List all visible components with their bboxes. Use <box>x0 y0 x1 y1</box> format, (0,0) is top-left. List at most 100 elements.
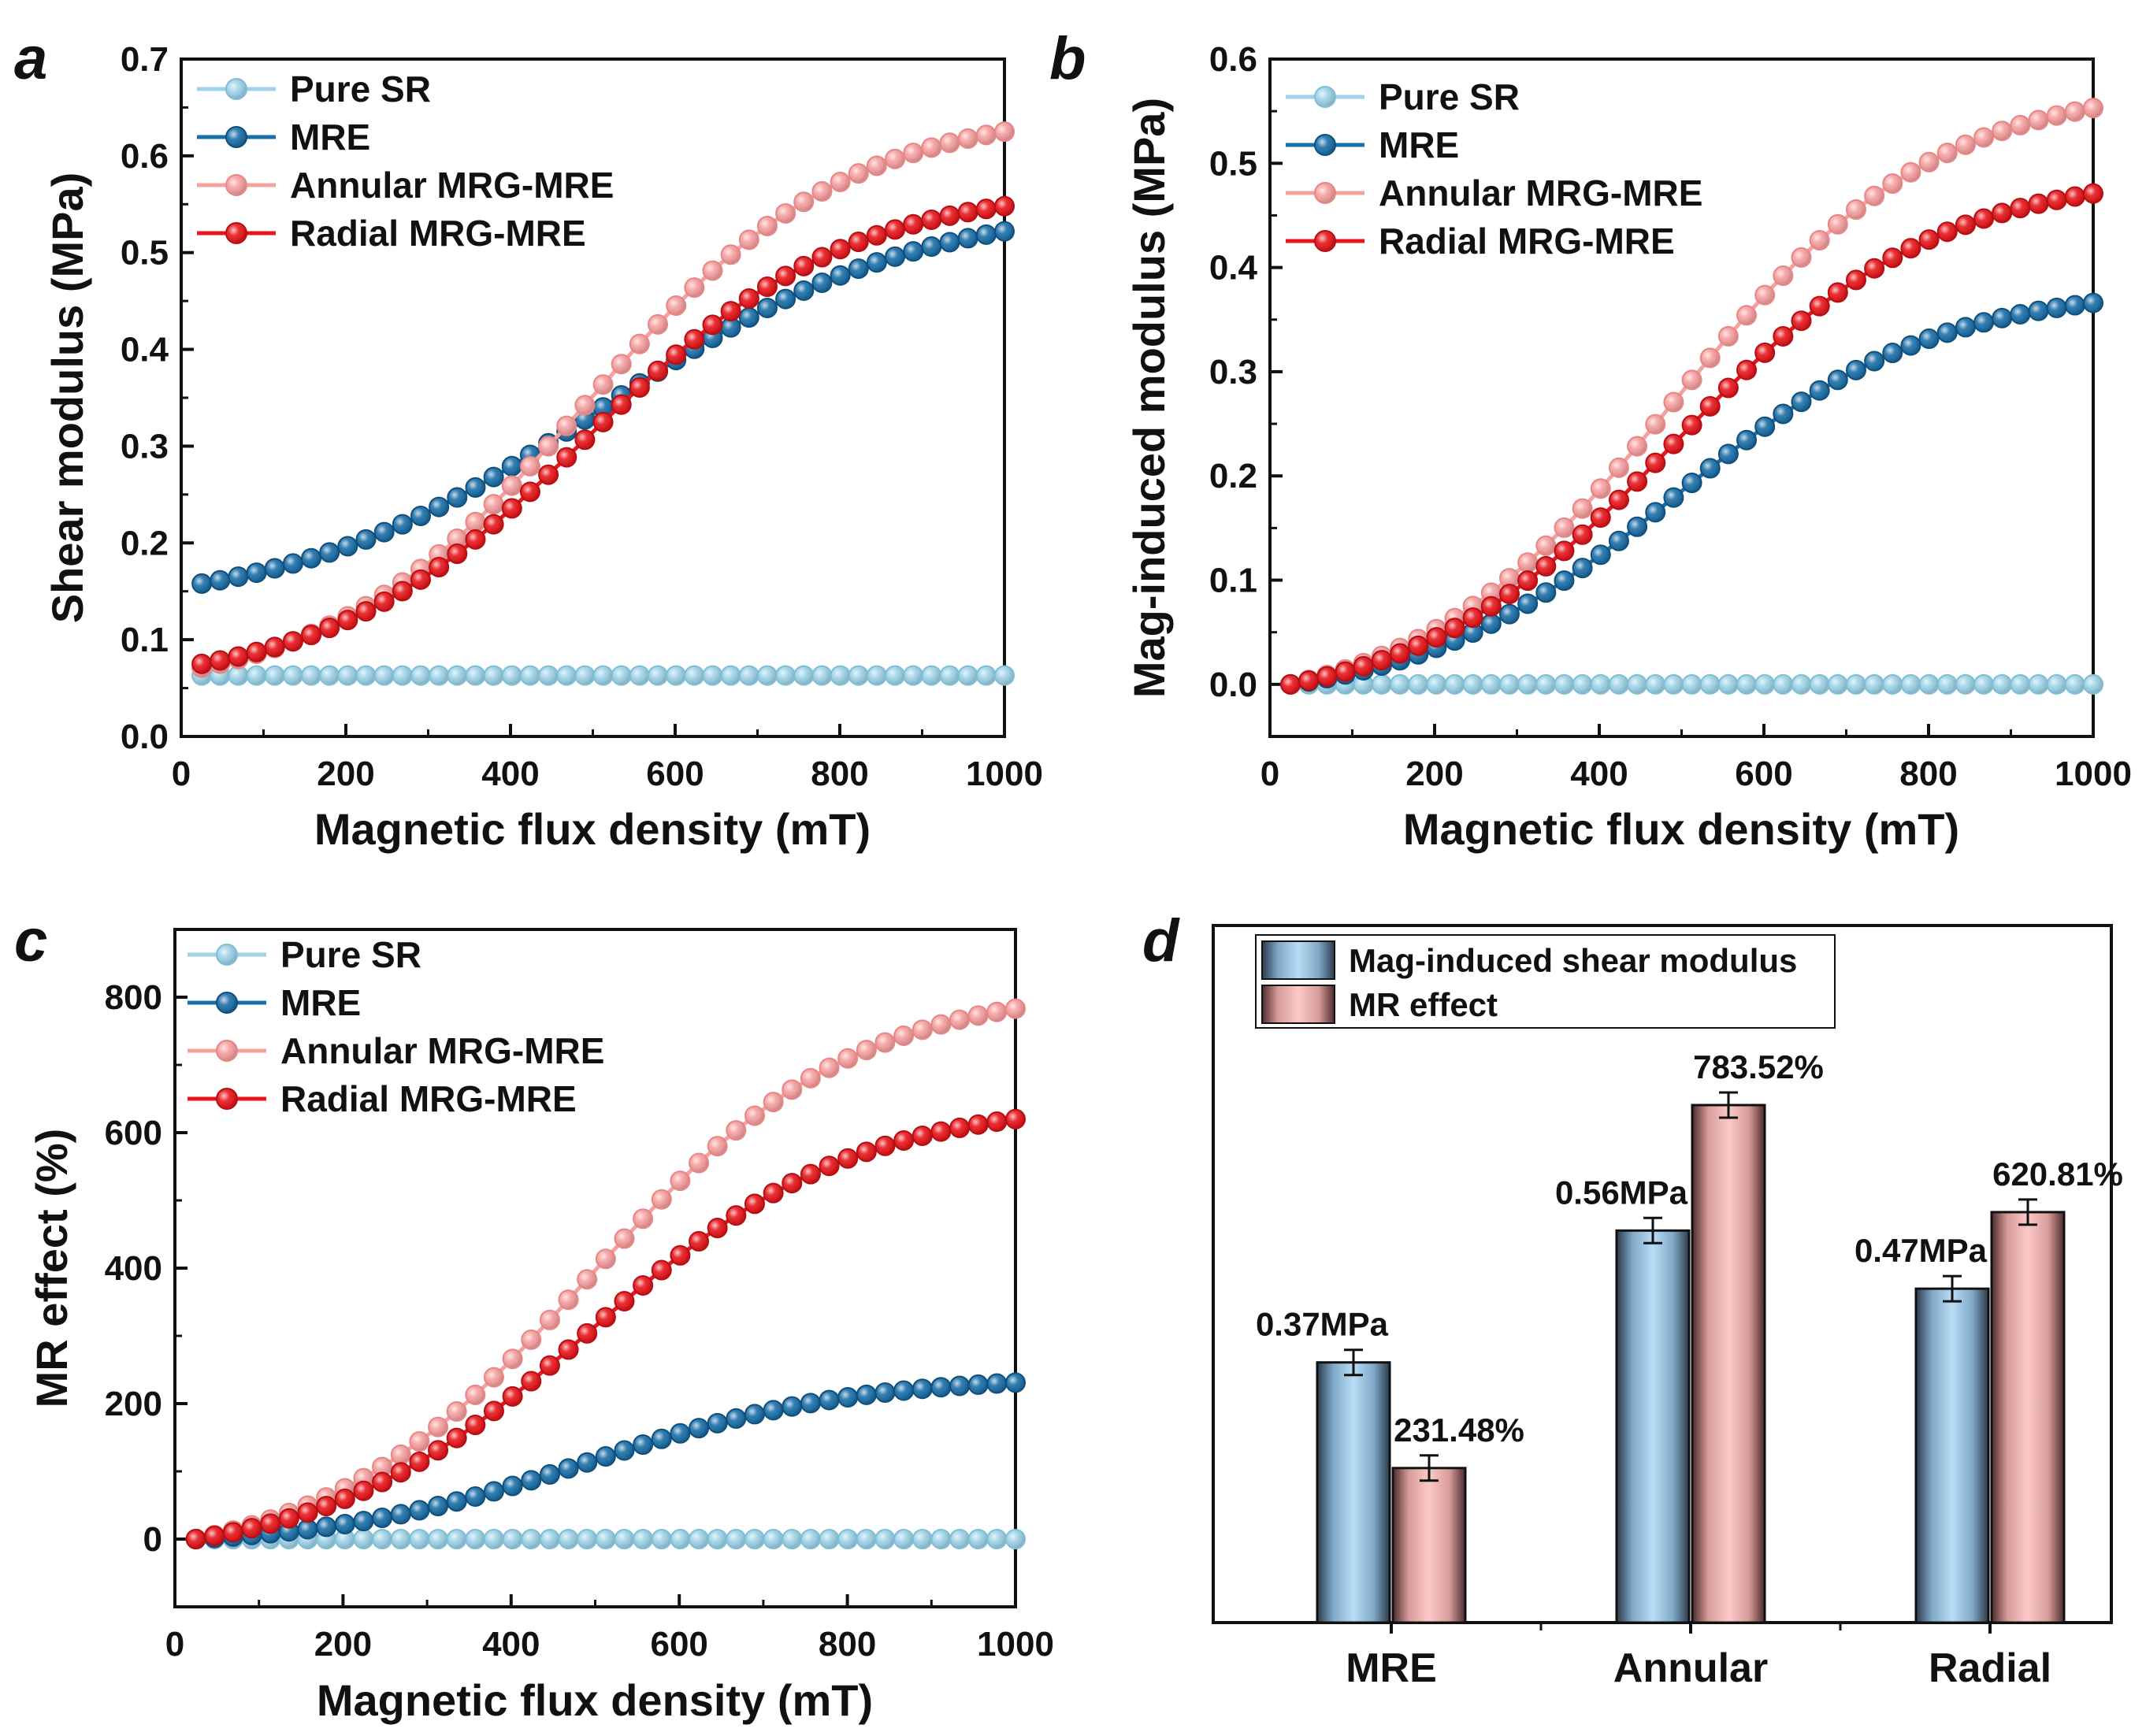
panel-a-xtick-label: 600 <box>646 755 704 793</box>
panel-b-legend-label: Pure SR <box>1379 76 1520 117</box>
panel-c-point-shine <box>243 1519 261 1538</box>
panel-a-point-shine <box>303 626 321 644</box>
panel-b-point-shine <box>2048 191 2066 209</box>
panel-a-point-shine <box>503 666 521 684</box>
panel-a-point-shine <box>867 666 886 684</box>
panel-a-point-shine <box>448 488 466 506</box>
panel-c-point-shine <box>857 1385 875 1404</box>
panel-c-point-shine <box>839 1149 857 1167</box>
panel-d-chart: MRE Annular Radial 0.37MPa 0.56MPa 0.47MPa 23… <box>1212 924 2123 1691</box>
panel-b-point-shine <box>1591 675 1610 693</box>
panel-b-point-shine <box>1719 379 1737 397</box>
panel-c-point-shine <box>932 1015 950 1033</box>
panel-b-point-shine <box>1519 554 1537 572</box>
panel-c-point-shine <box>447 1493 466 1511</box>
panel-c-point-shine <box>540 1465 559 1483</box>
panel-b-point-shine <box>1847 675 1865 693</box>
panel-c-point-shine <box>373 1473 392 1491</box>
panel-a-point-shine <box>685 666 704 684</box>
panel-b-point-shine <box>2011 305 2029 323</box>
panel-a-point-shine <box>540 666 558 684</box>
panel-b-point-shine <box>1975 313 1993 332</box>
panel-a-point-shine <box>977 666 995 684</box>
panel-a-point-shine <box>630 335 648 353</box>
panel-c-point-shine <box>727 1122 745 1140</box>
panel-a-legend-marker-shine <box>227 80 246 98</box>
panel-b-point-shine <box>1372 675 1390 693</box>
panel-a-point-shine <box>740 231 758 249</box>
panel-b-point-shine <box>1829 284 1847 302</box>
panel-b-legend-marker-shine <box>1316 87 1335 106</box>
panel-b-xtick-label: 800 <box>1899 755 1957 793</box>
panel-a-point-shine <box>795 281 813 299</box>
panel-a-point-shine <box>303 666 321 684</box>
panel-a-point-shine <box>466 513 485 531</box>
panel-b-legend-label: Annular MRG-MRE <box>1379 172 1702 213</box>
panel-b-point-shine <box>2048 675 2066 693</box>
panel-b-point-shine <box>1555 542 1573 560</box>
panel-c-point-shine <box>745 1405 763 1423</box>
panel-a-point-shine <box>777 267 795 285</box>
panel-b-point-shine <box>1537 536 1555 555</box>
panel-c-point-shine <box>671 1424 689 1442</box>
panel-b-point-shine <box>1738 306 1756 325</box>
panel-letter-b: b <box>1049 25 1086 92</box>
panel-b-xtick-label: 0 <box>1260 755 1279 793</box>
panel-a-point-shine <box>977 200 995 218</box>
panel-c-legend-marker-shine <box>217 1041 236 1060</box>
panel-a-point-shine <box>393 666 411 684</box>
panel-b-point-shine <box>1920 153 1938 171</box>
panel-c-legend-marker-shine <box>217 945 236 964</box>
panel-a-point-shine <box>284 666 302 684</box>
panel-c-point-shine <box>466 1530 485 1548</box>
panel-a-point-shine <box>576 410 594 428</box>
panel-a-point-shine <box>612 395 630 414</box>
panel-b-chart: 0 200 400 600 800 1000 0.0 0.1 0.2 0.3 0.4 0.5 0.6 P… <box>1124 40 2132 854</box>
panel-b-point-shine <box>1701 675 1719 693</box>
panel-a-point-shine <box>229 568 247 586</box>
panel-d-value-label: 783.52% <box>1693 1048 1824 1085</box>
panel-b-point-shine <box>1756 286 1774 304</box>
panel-c-point-shine <box>820 1391 838 1409</box>
panel-b-point-shine <box>1902 336 1920 354</box>
panel-b-point-shine <box>2029 302 2048 320</box>
panel-c-point-shine <box>410 1530 429 1548</box>
panel-a-point-shine <box>959 229 977 247</box>
panel-b-legend-label: MRE <box>1379 124 1459 165</box>
panel-b-point-shine <box>1683 675 1701 693</box>
panel-c-point-shine <box>764 1184 782 1202</box>
panel-a-point-shine <box>758 278 776 296</box>
panel-b-point-shine <box>1428 629 1446 647</box>
panel-c-point-shine <box>932 1378 950 1397</box>
panel-b-point-shine <box>1628 517 1647 536</box>
panel-a-point-shine <box>229 666 247 684</box>
panel-a-point-shine <box>904 144 923 162</box>
panel-a-line-radial-mrg-mre <box>201 204 1005 666</box>
panel-d-value-label: 0.47MPa <box>1855 1232 1988 1269</box>
panel-b-ytick-label: 0.0 <box>1209 666 1257 704</box>
panel-b-point-shine <box>2011 116 2029 134</box>
panel-a-point-shine <box>357 603 375 621</box>
panel-a-point-shine <box>886 247 904 265</box>
panel-c-point-shine <box>373 1508 392 1526</box>
panel-b-point-shine <box>1628 437 1647 455</box>
panel-c-point-shine <box>932 1122 950 1141</box>
panel-b-xtick-label: 200 <box>1405 755 1463 793</box>
panel-d-legend-swatch-mr-effect <box>1261 985 1335 1024</box>
panel-b-point-shine <box>1993 122 2011 140</box>
panel-a-point-shine <box>904 215 923 233</box>
panel-c-point-shine <box>559 1291 577 1309</box>
panel-b-point-shine <box>1938 144 1956 162</box>
panel-b-point-shine <box>1902 675 1920 693</box>
panel-a-point-shine <box>630 378 648 396</box>
panel-d-value-label: 620.81% <box>1992 1155 2123 1193</box>
panel-c-point-shine <box>317 1497 336 1515</box>
panel-b-ytick-label: 0.6 <box>1209 40 1257 79</box>
panel-b-point-shine <box>1701 349 1719 367</box>
panel-a-point-shine <box>722 246 740 264</box>
panel-c-ytick-label: 800 <box>105 978 162 1017</box>
panel-c-point-shine <box>540 1356 559 1374</box>
panel-c-point-shine <box>317 1518 336 1536</box>
panel-a-point-shine <box>430 666 448 684</box>
